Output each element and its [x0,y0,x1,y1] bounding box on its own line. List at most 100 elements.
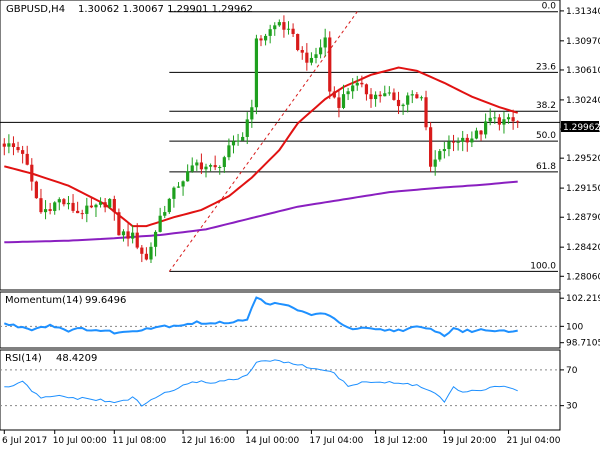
candle-body [140,247,144,254]
price-axis-label: 1.30240 [566,96,600,106]
candle-body [314,54,318,58]
momentum-axis-label: 102.2196 [566,294,600,304]
momentum-axis-label: 100 [566,322,583,332]
candle-body [488,117,492,122]
candle-body [401,104,405,107]
candle-body [135,232,139,248]
candle-body [309,57,314,63]
candle-body [227,145,231,158]
time-axis-label: 19 Jul 20:00 [442,436,496,446]
candle-body [355,82,359,86]
time-axis-label: 21 Jul 04:00 [507,436,561,446]
candle-body [263,35,268,41]
candle-body [222,157,226,168]
candle-body [470,138,474,143]
candle-body [268,29,272,36]
candle-body [131,232,135,239]
chart-ohlc: 1.30062 1.30067 1.29901 1.29962 [78,4,253,15]
candle-body [117,212,121,236]
candle-body [383,93,387,97]
candle-body [346,91,350,95]
candle-body [103,202,107,208]
price-panel [0,0,561,291]
candle-body [236,140,240,142]
candle-body [332,91,336,98]
candle-body [296,33,300,51]
candle-body [153,231,158,247]
candle-body [461,137,465,142]
momentum-value: 99.6496 [85,295,126,306]
last-price-tag: 1.29962 [561,121,600,133]
time-axis-label: 18 Jul 12:00 [374,436,428,446]
candle-body [144,253,148,260]
candle-body [241,136,245,141]
rsi-panel [0,349,561,431]
time-axis-label: 6 Jul 2017 [2,436,47,446]
candle-body [163,212,167,216]
time-axis-label: 12 Jul 16:00 [181,436,235,446]
candle-body [360,82,364,85]
candle-body [282,22,286,30]
candle-body [245,119,249,137]
candle-body [218,167,222,169]
candle-body [300,50,304,53]
candle-body [16,147,20,151]
candle-body [181,181,185,187]
candle-body [190,165,194,172]
candle-body [176,186,181,188]
candle-body [66,202,71,205]
time-axis-label: 17 Jul 04:00 [309,436,363,446]
rsi-series [4,359,518,407]
candle-body [208,165,213,167]
price-axis-label: 1.28060 [566,272,600,282]
candle-body [429,127,433,167]
momentum-axis: 102.2196 100 98.7105 [560,294,600,349]
candles [2,15,520,264]
ma-fast-line [4,66,518,228]
candle-body [328,37,332,92]
candle-body [438,151,442,160]
candle-body [98,202,103,205]
candle-body [273,25,277,30]
candle-body [7,143,11,147]
time-axis-label: 14 Jul 00:00 [245,436,299,446]
fib-level-label: 23.6 [536,62,556,72]
candle-body [121,231,126,236]
candle-body [186,171,190,182]
rsi-axis-label: 70 [566,366,578,376]
fib-level-label: 0.0 [542,2,557,12]
candle-body [479,130,483,135]
candle-body [48,209,52,211]
candle-body [85,205,89,214]
candle-body [25,153,29,165]
candle-body [465,137,469,143]
candle-body [497,117,501,125]
candle-body [516,121,520,123]
candle-body [76,210,80,214]
rsi-axis: 70 30 [560,366,578,412]
rsi-axis-label: 30 [566,402,578,412]
candle-body [369,94,373,100]
price-axis-label: 1.29150 [566,184,600,194]
candle-body [53,202,57,211]
candle-body [62,199,66,205]
momentum-axis-label: 98.7105 [566,339,600,349]
price-axis-label: 1.30970 [566,37,600,47]
last-price-label: 1.29962 [563,123,600,133]
candle-body [364,84,369,95]
candle-body [39,198,43,213]
price-axis-label: 1.31340 [566,7,600,17]
candle-body [502,119,506,125]
candle-body [11,143,16,148]
candle-body [511,117,515,122]
candle-body [167,198,171,213]
chart-symbol: GBPUSD,H4 [6,4,65,15]
candle-body [195,162,199,166]
candle-body [2,143,6,147]
price-axis: 1.313401.309701.306101.302401.298801.295… [560,7,600,282]
fib-level-label: 100.0 [530,261,556,271]
candle-body [30,164,34,182]
candle-body [451,141,456,143]
candle-body [318,47,323,55]
